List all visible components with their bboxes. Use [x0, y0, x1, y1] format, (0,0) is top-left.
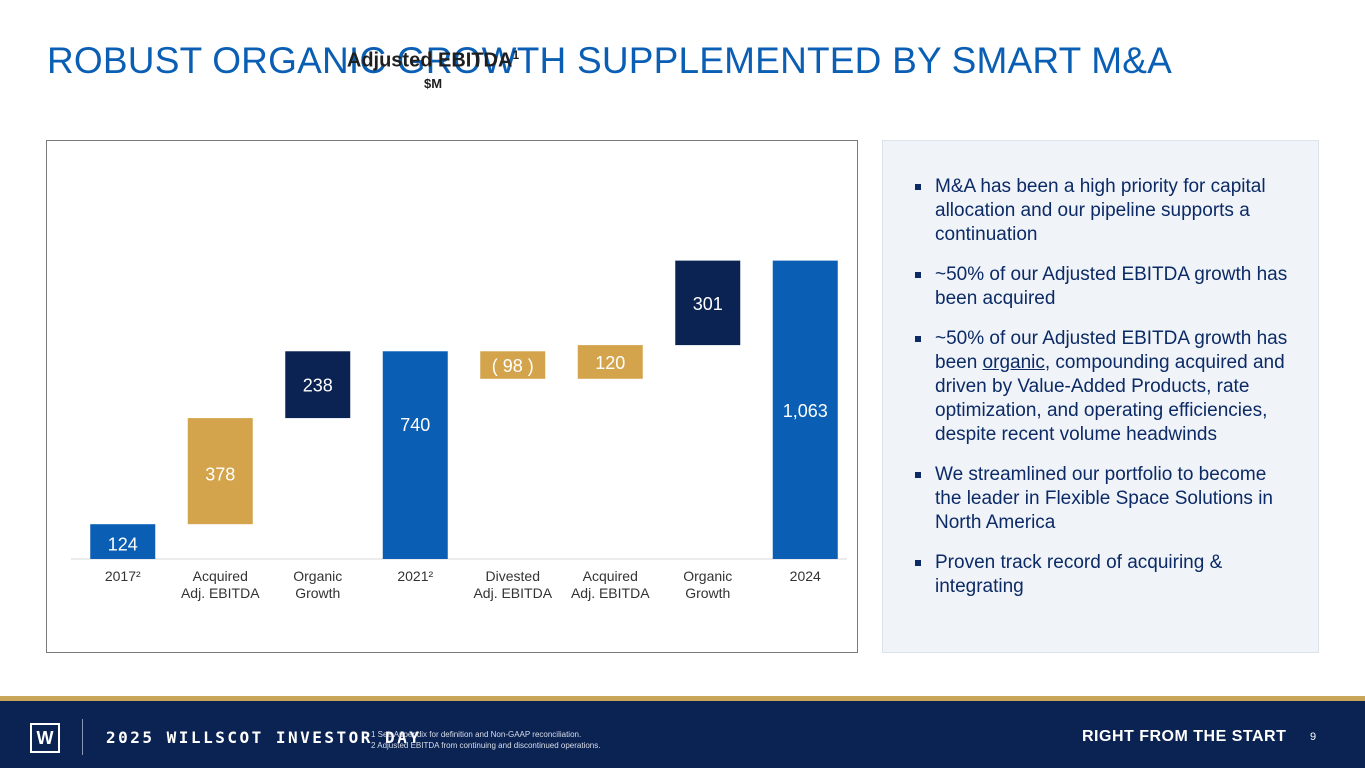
- bar-7: [675, 260, 741, 346]
- willscot-logo-icon: W: [30, 723, 60, 753]
- bullet-item: ~50% of our Adjusted EBITDA growth has b…: [913, 263, 1293, 311]
- category-label: 2017²: [105, 568, 141, 584]
- bullet-square-icon: [915, 472, 921, 478]
- bar-value-label: 1,063: [783, 401, 828, 421]
- category-label: Organic: [293, 568, 342, 584]
- bullet-text: We streamlined our portfolio to become t…: [935, 464, 1273, 533]
- category-label: 2021²: [397, 568, 433, 584]
- bar-8: [772, 260, 838, 559]
- bar-value-label: 378: [205, 464, 235, 484]
- footnote-1: 1 See Appendix for definition and Non-GA…: [371, 730, 582, 739]
- chart-subtitle: $M: [423, 76, 443, 91]
- chart-title: Adjusted EBITDA1: [346, 48, 520, 72]
- footnotes: 1 See Appendix for definition and Non-GA…: [371, 729, 600, 751]
- bar-6: [577, 345, 643, 379]
- bullet-text: M&A has been a high priority for capital…: [935, 176, 1266, 245]
- page-title: ROBUST ORGANIC GROWTH SUPPLEMENTED BY SM…: [47, 40, 1173, 81]
- category-label: Adj. EBITDA: [181, 585, 260, 601]
- bar-1: [90, 524, 156, 559]
- chart-container: 124 2017² 378 Acquired Adj. EBITDA 238 Organic…: [46, 140, 858, 653]
- bullet-square-icon: [915, 336, 921, 342]
- bar-value-label: 120: [595, 353, 625, 373]
- bullet-text: Proven track record of acquiring & integ…: [935, 552, 1223, 597]
- footer: W 2025 WILLSCOT INVESTOR DAY 1 See Appen…: [0, 696, 1365, 768]
- bullet-item: ~50% of our Adjusted EBITDA growth has b…: [913, 327, 1293, 447]
- category-label: Organic: [683, 568, 732, 584]
- bar-value-label: 238: [303, 376, 333, 396]
- bar-value-label: 124: [108, 535, 138, 555]
- commentary-panel: M&A has been a high priority for capital…: [882, 140, 1319, 653]
- bullet-item: We streamlined our portfolio to become t…: [913, 463, 1293, 535]
- page-number: 9: [1310, 731, 1317, 743]
- event-name: 2025 WILLSCOT INVESTOR DAY: [106, 728, 422, 747]
- category-label: Acquired: [583, 568, 638, 584]
- bullet-square-icon: [915, 560, 921, 566]
- category-label: Divested: [486, 568, 540, 584]
- bar-5: [480, 351, 546, 379]
- bar-2: [187, 418, 253, 525]
- bullet-text: ~50% of our Adjusted EBITDA growth has b…: [935, 264, 1288, 309]
- bullet-underlined-text: organic: [982, 352, 1045, 373]
- bullet-text: , compounding acquired and driven by Val…: [935, 352, 1285, 445]
- category-label: Acquired: [193, 568, 248, 584]
- bullet-text: ~50% of our Adjusted EBITDA growth has b…: [935, 328, 1288, 373]
- category-label: Adj. EBITDA: [473, 585, 552, 601]
- category-label: Growth: [685, 585, 730, 601]
- category-label: 2024: [790, 568, 821, 584]
- bullet-square-icon: [915, 184, 921, 190]
- bullet-square-icon: [915, 272, 921, 278]
- category-label: Adj. EBITDA: [571, 585, 650, 601]
- bar-value-label: 301: [693, 294, 723, 314]
- footnote-2: 2 Adjusted EBITDA from continuing and di…: [371, 741, 601, 750]
- bullet-item: Proven track record of acquiring & integ…: [913, 551, 1293, 599]
- bar-3: [285, 351, 351, 419]
- footer-divider: [82, 719, 83, 755]
- bullet-item: M&A has been a high priority for capital…: [913, 175, 1293, 247]
- category-label: Growth: [295, 585, 340, 601]
- bar-value-label: ( 98 ): [492, 356, 534, 376]
- bullet-list: M&A has been a high priority for capital…: [913, 175, 1293, 615]
- tagline-logo: RIGHT FROM THE START: [1082, 728, 1287, 745]
- bar-4: [382, 351, 448, 559]
- bar-value-label: 740: [400, 415, 430, 435]
